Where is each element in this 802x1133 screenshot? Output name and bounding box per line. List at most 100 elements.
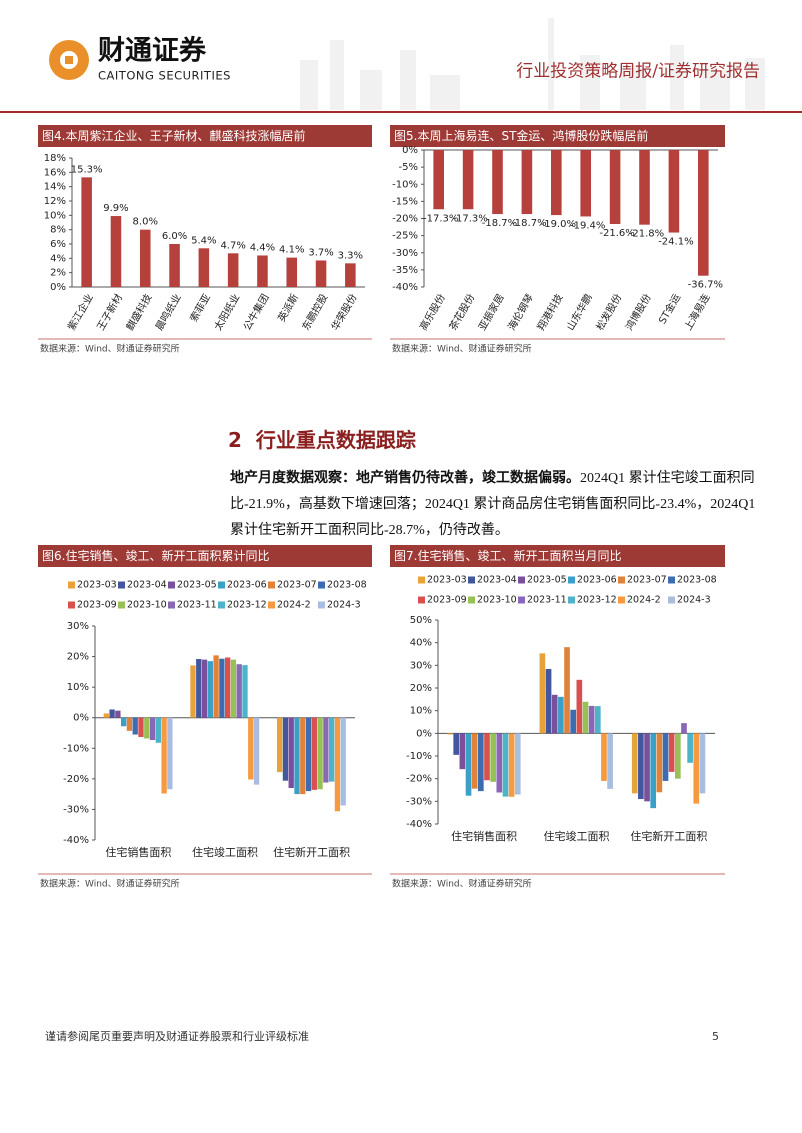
legend-label: 2024-2 — [627, 595, 661, 606]
bar — [588, 705, 595, 734]
legend-swatch — [468, 576, 475, 584]
y-tick-label: 20% — [67, 652, 89, 663]
data-label: -36.7% — [688, 280, 723, 291]
bar — [227, 253, 239, 287]
legend-swatch — [468, 596, 475, 604]
y-tick-label: -10% — [392, 179, 418, 190]
bar — [564, 647, 570, 734]
x-tick-label: 晨鸣纸业 — [152, 292, 183, 333]
bar — [545, 668, 552, 734]
chart-source: 数据来源：Wind、财通证券研究所 — [392, 343, 532, 355]
y-tick-label: 0% — [402, 145, 418, 156]
section-heading: 2 行业重点数据跟踪 — [228, 424, 430, 453]
bar — [539, 653, 546, 734]
bar — [286, 257, 298, 287]
y-tick-label: 40% — [410, 638, 432, 649]
bar — [576, 679, 583, 734]
bar — [311, 717, 317, 790]
legend-swatch — [268, 601, 275, 609]
bar — [594, 706, 601, 734]
bar — [115, 710, 121, 718]
y-tick-label: -15% — [392, 196, 418, 207]
chart-title-bar — [390, 125, 725, 147]
bar — [138, 717, 144, 737]
y-tick-label: 0% — [73, 713, 89, 724]
bar — [198, 248, 210, 287]
legend-swatch — [568, 596, 575, 604]
legend-swatch — [118, 581, 125, 589]
bar — [508, 733, 515, 797]
bar — [236, 664, 242, 718]
legend-label: 2024-3 — [677, 595, 711, 606]
bar — [656, 733, 663, 793]
legend-swatch — [518, 596, 525, 604]
x-tick-label: ST金运 — [656, 292, 683, 327]
bar — [196, 659, 202, 718]
legend-label: 2023-12 — [577, 595, 617, 606]
y-tick-label: -20% — [63, 774, 89, 785]
legend-label: 2024-3 — [327, 600, 361, 611]
bar — [334, 717, 341, 812]
data-label: -24.1% — [658, 237, 693, 248]
bar — [668, 150, 680, 233]
bar — [650, 733, 657, 809]
bar — [681, 723, 687, 734]
x-tick-label: 紫江企业 — [65, 292, 96, 333]
bar — [639, 150, 650, 225]
bar — [492, 150, 503, 215]
data-label: 9.9% — [103, 203, 128, 214]
bar — [693, 733, 700, 804]
y-tick-label: -10% — [406, 751, 432, 762]
x-tick-label: 住宅销售面积 — [105, 845, 171, 859]
bar — [294, 717, 300, 795]
bar — [257, 255, 268, 287]
y-tick-label: 6% — [50, 239, 66, 250]
legend-label: 2023-05 — [527, 575, 567, 586]
data-label: 3.7% — [308, 247, 333, 258]
bar — [638, 733, 644, 800]
y-tick-label: 2% — [50, 268, 66, 279]
y-tick-label: -25% — [392, 231, 418, 242]
y-tick-label: -40% — [392, 282, 418, 293]
data-label: 15.3% — [71, 164, 103, 175]
chart-title: 图7.住宅销售、竣工、新开工面积当月同比 — [394, 548, 621, 563]
bar — [230, 659, 237, 718]
y-tick-label: 0% — [416, 728, 432, 739]
bar — [345, 263, 356, 287]
bar — [502, 733, 509, 797]
bar — [609, 150, 621, 224]
y-tick-label: 50% — [410, 615, 432, 626]
legend-label: 2023-04 — [477, 575, 517, 586]
x-tick-label: 东鹏控股 — [299, 292, 330, 333]
paragraph-text: 2024Q1 累计住宅竣工面积同比-21.9%，高基数下增速回落；2024Q1 … — [230, 471, 756, 538]
chart-title-bar — [38, 125, 372, 147]
logo-mark — [49, 40, 89, 80]
data-label: 3.3% — [338, 250, 363, 261]
bar — [514, 733, 521, 795]
bar — [570, 709, 577, 734]
data-label: -21.8% — [629, 229, 664, 240]
bar — [300, 717, 306, 795]
bar — [219, 658, 225, 718]
data-label: 8.0% — [133, 217, 158, 228]
section-title: 行业重点数据跟踪 — [255, 428, 416, 452]
bar — [132, 717, 138, 735]
x-tick-label: 高乐股份 — [417, 292, 448, 333]
paragraph: 地产月度数据观察：地产销售仍待改善，竣工数据偏弱。2024Q1 累计住宅竣工面积… — [230, 466, 765, 544]
x-tick-label: 住宅销售面积 — [451, 829, 517, 843]
legend-swatch — [568, 576, 575, 584]
data-label: 5.4% — [191, 235, 216, 246]
y-tick-label: -35% — [392, 265, 418, 276]
bar — [582, 701, 589, 734]
legend-label: 2023-10 — [127, 600, 167, 611]
paragraph-lead: 地产月度数据观察：地产销售仍待改善，竣工数据偏弱。 — [230, 471, 580, 486]
data-label: -19.4% — [570, 220, 605, 231]
chart-source: 数据来源：Wind、财通证券研究所 — [40, 878, 180, 890]
y-tick-label: -40% — [406, 819, 432, 830]
legend-swatch — [618, 576, 625, 584]
bar — [484, 733, 490, 781]
bar — [478, 733, 484, 792]
data-label: -17.3% — [452, 213, 487, 224]
